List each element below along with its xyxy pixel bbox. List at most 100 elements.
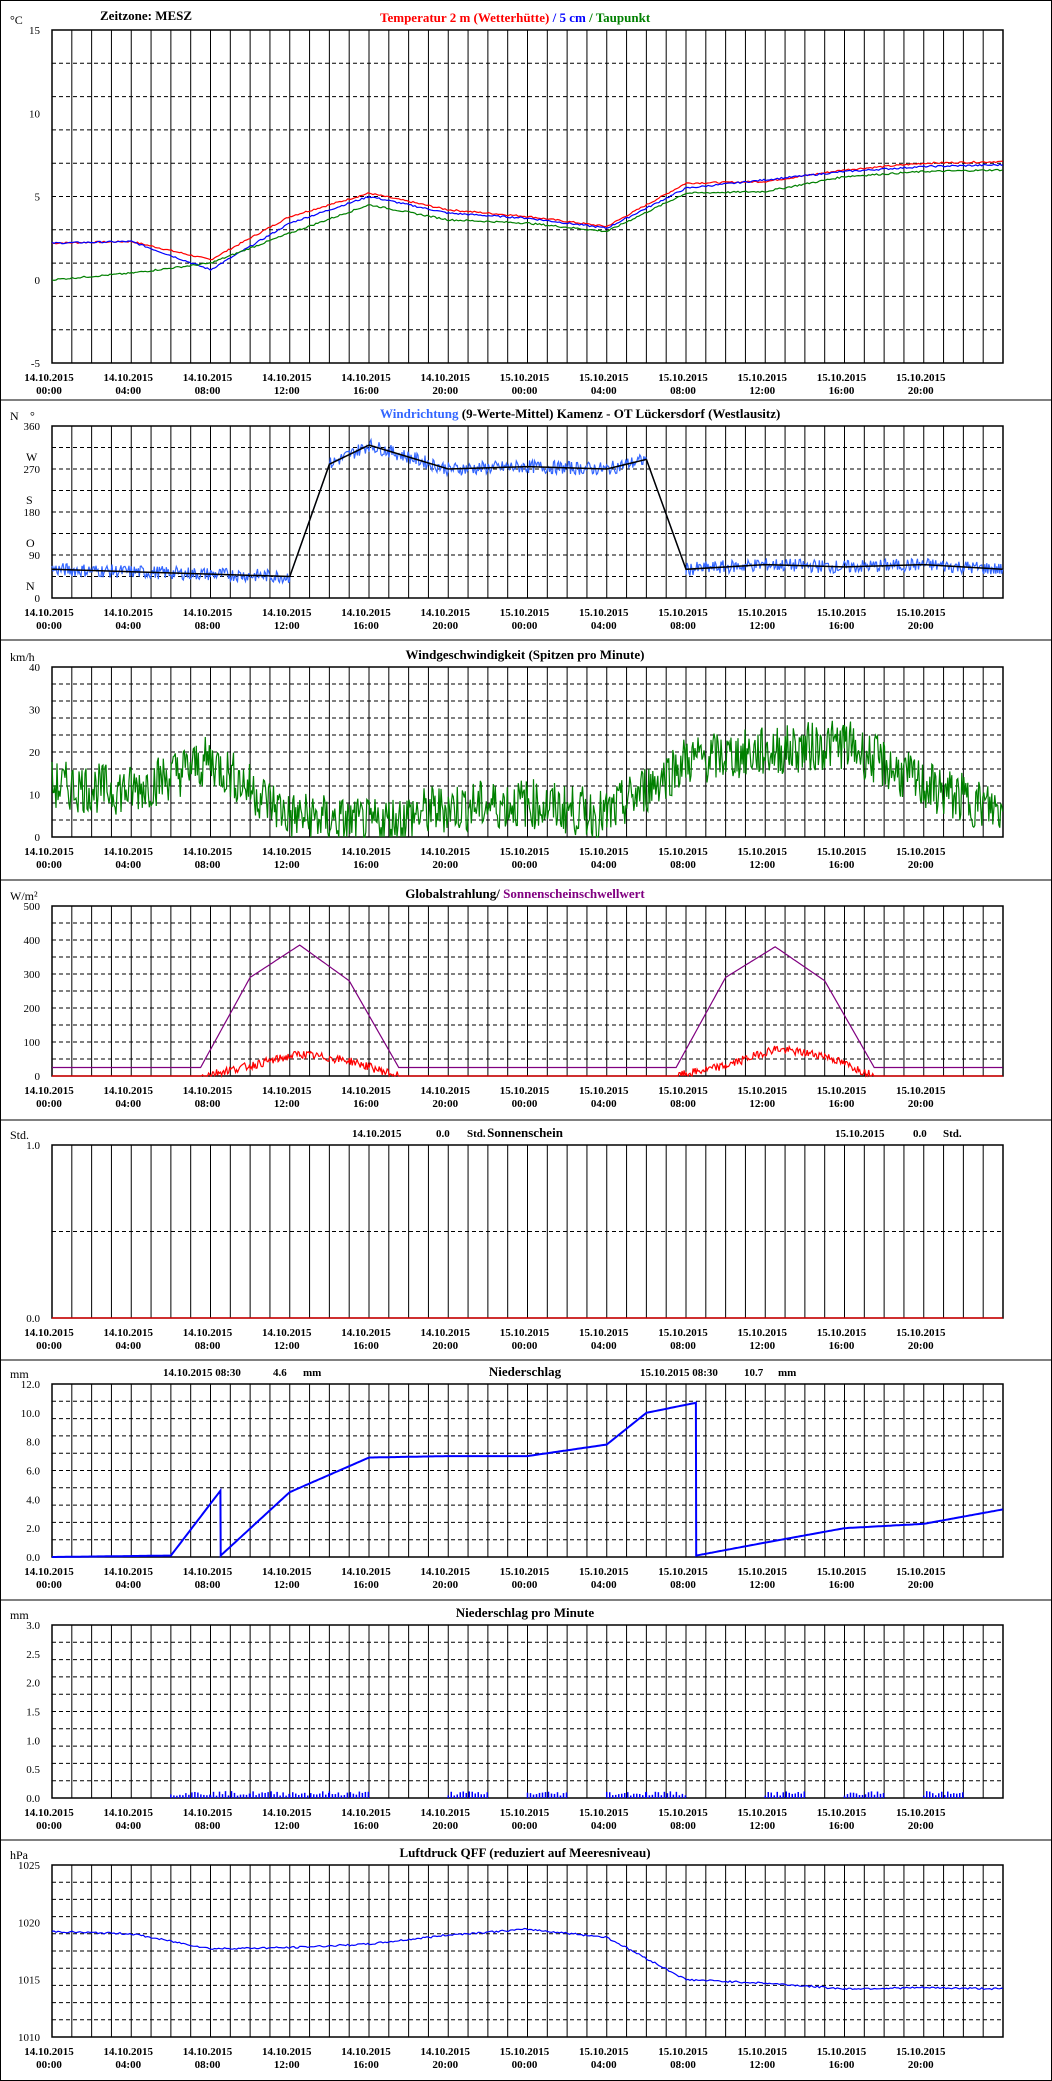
unit-label: mm	[10, 1608, 29, 1622]
y-tick-label: 4.0	[26, 1494, 40, 1506]
y-tick-label: 0.0	[26, 1313, 40, 1325]
x-time-label: 04:00	[591, 1820, 617, 1832]
x-date-label: 14.10.2015	[24, 607, 74, 619]
day2-date: 15.10.2015 08:30	[640, 1367, 718, 1379]
x-time-label: 12:00	[749, 1340, 775, 1352]
x-date-label: 14.10.2015	[104, 1807, 154, 1819]
x-time-label: 16:00	[353, 1579, 379, 1591]
title-part: /	[586, 10, 596, 25]
x-date-label: 14.10.2015	[104, 607, 154, 619]
x-date-label: 14.10.2015	[24, 1566, 74, 1578]
x-time-label: 04:00	[591, 1098, 617, 1110]
x-date-label: 14.10.2015	[421, 1807, 471, 1819]
x-time-label: 20:00	[432, 385, 458, 397]
x-time-label: 16:00	[353, 2059, 379, 2071]
y-tick-label: 1.0	[26, 1735, 40, 1747]
y-tick-label: 0.5	[26, 1764, 40, 1776]
series-line-sonnenscheinschwellwert	[52, 944, 1003, 1069]
x-date-label: 15.10.2015	[658, 1327, 708, 1339]
x-time-label: 12:00	[274, 2059, 300, 2071]
title-part: Niederschlag pro Minute	[456, 1605, 595, 1620]
y-tick-label: 90	[29, 550, 41, 562]
x-date-label: 15.10.2015	[896, 607, 946, 619]
x-date-label: 15.10.2015	[658, 2046, 708, 2058]
x-time-label: 20:00	[908, 620, 934, 632]
panel-title: Windrichtung (9-Werte-Mittel) Kamenz - O…	[380, 406, 780, 421]
x-date-label: 14.10.2015	[341, 1807, 391, 1819]
y-tick-label: 2.0	[26, 1523, 40, 1535]
x-time-label: 12:00	[749, 385, 775, 397]
x-date-label: 14.10.2015	[104, 1327, 154, 1339]
x-date-label: 15.10.2015	[579, 2046, 629, 2058]
x-date-label: 15.10.2015	[817, 372, 867, 384]
title-part: 5 cm	[559, 10, 586, 25]
x-time-label: 08:00	[670, 385, 696, 397]
x-date-label: 14.10.2015	[341, 607, 391, 619]
x-date-label: 15.10.2015	[817, 1085, 867, 1097]
x-date-label: 15.10.2015	[500, 607, 550, 619]
x-time-label: 00:00	[36, 1098, 62, 1110]
direction-label: W	[26, 450, 38, 464]
panel-title: Luftdruck QFF (reduziert auf Meeresnivea…	[399, 1845, 650, 1860]
day1-unit: Std.	[467, 1128, 486, 1140]
x-time-label: 20:00	[432, 1098, 458, 1110]
x-time-label: 12:00	[274, 385, 300, 397]
wind-direction-mean-line	[51, 444, 1003, 578]
x-date-label: 14.10.2015	[421, 607, 471, 619]
day2-unit: Std.	[943, 1128, 962, 1140]
x-time-label: 08:00	[670, 859, 696, 871]
x-date-label: 14.10.2015	[104, 846, 154, 858]
title-part: Windrichtung	[380, 406, 459, 421]
x-time-label: 04:00	[591, 385, 617, 397]
x-time-label: 12:00	[749, 1820, 775, 1832]
x-date-label: 15.10.2015	[500, 1085, 550, 1097]
y-tick-label: 0	[35, 593, 41, 605]
x-time-label: 20:00	[908, 2059, 934, 2071]
x-time-label: 00:00	[512, 1579, 538, 1591]
y-tick-label: 1.5	[26, 1707, 40, 1719]
unit-label: mm	[10, 1367, 29, 1381]
x-time-label: 08:00	[195, 1820, 221, 1832]
x-date-label: 15.10.2015	[658, 607, 708, 619]
panel-precipitation: 12.0 10.0 8.0 6.0 4.0 2.0 0.0 mm Niederschlag 14.…	[10, 1364, 1004, 1591]
x-date-label: 14.10.2015	[183, 372, 233, 384]
x-date-label: 14.10.2015	[183, 1807, 233, 1819]
x-time-label: 16:00	[829, 620, 855, 632]
plot-frame	[51, 425, 1004, 599]
y-tick-label: 10.0	[21, 1408, 41, 1420]
x-time-label: 04:00	[115, 620, 141, 632]
day2-value: 0.0	[913, 1128, 927, 1140]
x-date-label: 14.10.2015	[341, 846, 391, 858]
x-date-label: 15.10.2015	[579, 846, 629, 858]
y-tick-label: 10	[29, 790, 41, 802]
panel-precip-minute: 3.0 2.5 2.0 1.5 1.0 0.5 0.0 mm Niederschlag pro …	[10, 1605, 1004, 1832]
y-tick-label: 8.0	[26, 1437, 40, 1449]
x-time-label: 20:00	[432, 859, 458, 871]
x-time-label: 16:00	[353, 1340, 379, 1352]
x-date-label: 15.10.2015	[500, 2046, 550, 2058]
title-part: Sonnenschein	[487, 1125, 564, 1140]
x-date-label: 14.10.2015	[421, 1085, 471, 1097]
x-time-label: 04:00	[115, 1579, 141, 1591]
panel-temperature: 15 10 5 0 -5 °C Zeitzone: MESZ Temperatur 2 m (…	[10, 8, 1004, 397]
x-time-label: 12:00	[274, 1820, 300, 1832]
x-date-label: 14.10.2015	[183, 607, 233, 619]
x-time-label: 08:00	[195, 859, 221, 871]
x-time-label: 16:00	[829, 2059, 855, 2071]
x-time-label: 08:00	[195, 385, 221, 397]
x-time-label: 04:00	[591, 620, 617, 632]
series-line-globalstrahlung	[52, 1044, 1003, 1078]
x-date-label: 14.10.2015	[262, 1327, 312, 1339]
day1-date: 14.10.2015 08:30	[163, 1367, 241, 1379]
y-tick-label: 1010	[18, 2032, 41, 2044]
x-time-label: 04:00	[115, 1820, 141, 1832]
y-tick-label: 1.0	[26, 1140, 40, 1152]
x-time-label: 16:00	[829, 1579, 855, 1591]
x-time-label: 04:00	[115, 1340, 141, 1352]
x-date-label: 15.10.2015	[738, 1566, 788, 1578]
x-date-label: 15.10.2015	[817, 1807, 867, 1819]
x-time-label: 20:00	[908, 1340, 934, 1352]
